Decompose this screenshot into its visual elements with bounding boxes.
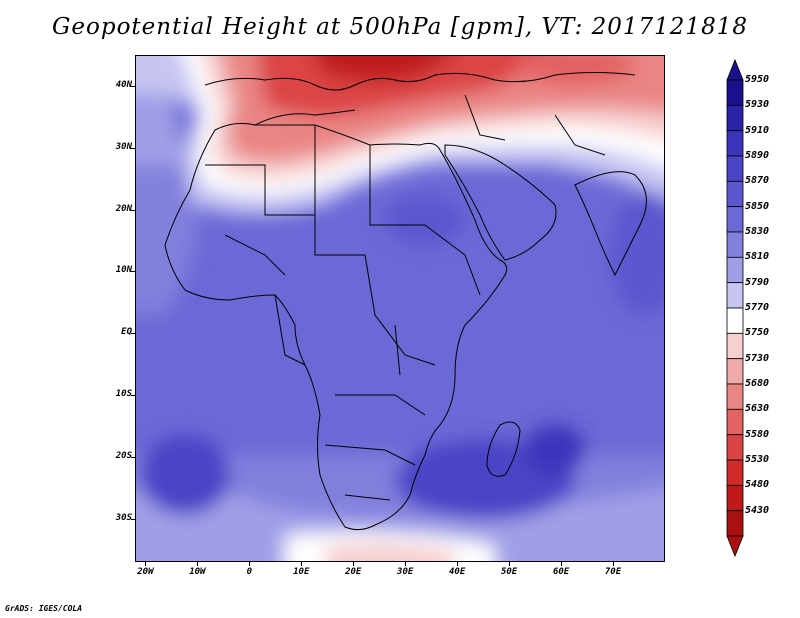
colorbar-label: 5810	[745, 251, 770, 263]
lon-label: 40E	[449, 567, 466, 577]
lon-label: 20W	[137, 567, 154, 577]
lat-tick	[131, 209, 135, 211]
colorbar-swatch	[726, 484, 744, 512]
colorbar-swatch	[726, 155, 744, 182]
colorbar-label: 5770	[745, 302, 770, 313]
colorbar-label: 5910	[745, 124, 770, 136]
lat-label: EQ	[121, 327, 132, 338]
lat-label: 30N	[115, 141, 132, 152]
colorbar-swatch	[726, 510, 744, 537]
lon-tick	[457, 562, 459, 566]
lon-tick	[613, 562, 615, 566]
lat-label: 20N	[115, 203, 132, 214]
colorbar-swatch	[726, 130, 744, 157]
lat-tick	[131, 518, 135, 520]
lat-tick	[131, 85, 135, 87]
colorbar-label: 5680	[745, 378, 770, 389]
lon-label: 10W	[189, 567, 206, 577]
lon-label: 30E	[397, 567, 414, 577]
colorbar-swatch	[726, 104, 744, 132]
lat-label: 40N	[115, 79, 132, 90]
grads-credit: GrADS: IGES/COLA	[5, 604, 83, 613]
lon-tick	[197, 562, 199, 566]
colorbar	[726, 58, 744, 558]
colorbar-swatch	[726, 434, 744, 461]
colorbar-swatch	[726, 332, 744, 360]
colorbar-swatch	[726, 79, 744, 106]
lat-tick	[131, 333, 135, 335]
colorbar-swatch	[726, 231, 744, 258]
colorbar-label: 5480	[745, 479, 770, 491]
colorbar-label: 5830	[745, 226, 770, 237]
colorbar-swatch	[726, 307, 744, 334]
lon-label: 50E	[500, 567, 518, 577]
colorbar-label: 5850	[745, 200, 770, 212]
coastlines	[164, 72, 647, 531]
colorbar-swatch	[726, 206, 744, 233]
lat-tick	[131, 271, 135, 273]
lat-tick	[131, 456, 135, 458]
colorbar-swatch	[726, 256, 744, 284]
lat-label: 10S	[115, 389, 132, 400]
map-panel	[135, 55, 665, 562]
lon-tick	[301, 562, 303, 566]
lon-tick	[561, 562, 563, 566]
lat-label: 30S	[115, 512, 132, 523]
lon-tick	[353, 562, 355, 566]
colorbar-label: 5870	[745, 175, 770, 187]
lon-tick	[145, 562, 147, 566]
lat-label: 20S	[115, 450, 132, 461]
colorbar-label: 5530	[745, 454, 770, 465]
colorbar-swatch	[726, 459, 744, 486]
colorbar-swatch	[726, 180, 744, 208]
lon-label: 60E	[552, 567, 570, 577]
colorbar-label: 5580	[745, 428, 770, 440]
colorbar-swatch	[726, 408, 744, 436]
chart-title: Geopotential Height at 500hPa [gpm], VT:…	[52, 14, 748, 40]
lat-tick	[131, 147, 135, 149]
colorbar-label: 5630	[745, 403, 770, 415]
colorbar-swatch	[726, 358, 744, 385]
colorbar-label: 5950	[745, 74, 770, 85]
lon-tick	[249, 562, 251, 566]
lon-tick	[405, 562, 407, 566]
colorbar-swatch	[726, 383, 744, 410]
colorbar-bottom-arrow	[726, 535, 744, 558]
lon-tick	[509, 562, 511, 566]
lon-label: 20E	[345, 567, 362, 577]
colorbar-label: 5790	[745, 276, 770, 288]
lon-label: 70E	[604, 567, 622, 577]
lat-tick	[131, 395, 135, 397]
colorbar-label: 5430	[745, 504, 770, 516]
lon-label: 0	[246, 567, 253, 577]
colorbar-label: 5930	[745, 99, 770, 111]
lon-label: 10E	[293, 567, 310, 577]
height-field	[135, 55, 665, 562]
colorbar-label: 5730	[745, 352, 770, 364]
lat-label: 10N	[115, 265, 132, 276]
colorbar-swatch	[726, 282, 744, 309]
colorbar-label: 5750	[745, 327, 770, 339]
colorbar-label: 5890	[745, 150, 770, 161]
colorbar-top-arrow	[726, 58, 744, 81]
